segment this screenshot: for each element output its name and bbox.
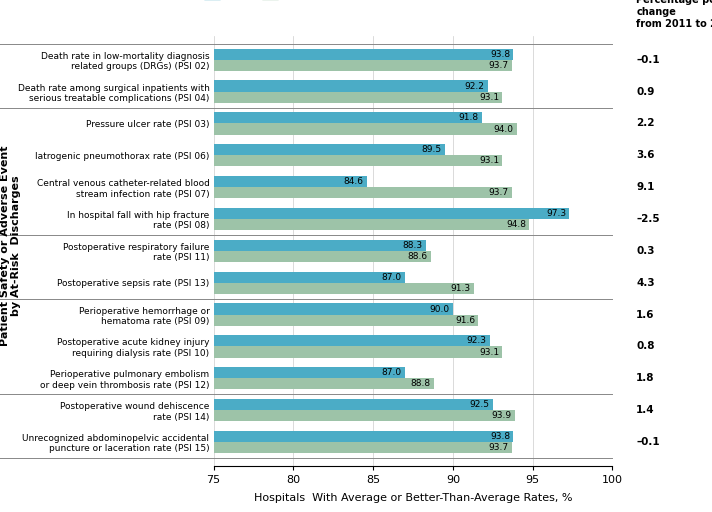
Text: 87.0: 87.0	[382, 368, 402, 377]
Bar	[214, 271, 405, 283]
Text: 93.9: 93.9	[492, 411, 512, 420]
Bar	[214, 410, 515, 421]
Text: 93.1: 93.1	[479, 93, 499, 102]
Text: 91.6: 91.6	[455, 316, 475, 325]
Bar	[214, 187, 512, 198]
Bar	[214, 123, 517, 135]
Text: 94.0: 94.0	[493, 124, 513, 134]
Bar	[214, 431, 513, 442]
Text: 92.3: 92.3	[466, 336, 486, 346]
Text: 92.5: 92.5	[469, 400, 490, 409]
Text: 84.6: 84.6	[343, 177, 364, 186]
Text: 88.8: 88.8	[410, 379, 431, 389]
Bar	[214, 283, 473, 294]
Text: Percentage point
change
from 2011 to 2014: Percentage point change from 2011 to 201…	[637, 0, 712, 29]
Text: 4.3: 4.3	[637, 278, 655, 288]
Text: Patient Safety or Adverse Event
by At-Risk  Discharges: Patient Safety or Adverse Event by At-Ri…	[0, 145, 21, 346]
Bar	[214, 304, 453, 314]
Text: 93.1: 93.1	[479, 156, 499, 165]
Text: 93.7: 93.7	[488, 443, 508, 452]
Text: 97.3: 97.3	[546, 209, 566, 218]
Bar	[214, 314, 478, 326]
Text: –0.1: –0.1	[637, 437, 660, 447]
Text: 91.8: 91.8	[459, 113, 478, 122]
Bar	[214, 442, 512, 453]
Bar	[214, 399, 493, 410]
Text: 3.6: 3.6	[637, 151, 655, 160]
Text: 90.0: 90.0	[429, 305, 450, 313]
Bar	[214, 60, 512, 71]
Bar	[214, 208, 570, 219]
Bar	[214, 92, 502, 103]
Bar	[214, 155, 502, 166]
Legend: 2011, 2014: 2011, 2014	[199, 0, 315, 5]
X-axis label: Hospitals  With Average or Better-Than-Average Rates, %: Hospitals With Average or Better-Than-Av…	[253, 493, 572, 503]
Text: 1.4: 1.4	[637, 405, 655, 415]
Text: 87.0: 87.0	[382, 273, 402, 282]
Bar	[214, 49, 513, 60]
Text: 0.8: 0.8	[637, 342, 655, 351]
Text: 92.2: 92.2	[465, 81, 485, 91]
Text: 0.9: 0.9	[637, 87, 654, 97]
Bar	[214, 144, 445, 155]
Text: 93.1: 93.1	[479, 348, 499, 356]
Text: 88.6: 88.6	[407, 252, 427, 261]
Text: 0.3: 0.3	[637, 246, 655, 256]
Text: 93.8: 93.8	[490, 432, 511, 441]
Text: 93.7: 93.7	[488, 61, 508, 70]
Bar	[214, 80, 488, 92]
Bar	[214, 176, 367, 187]
Bar	[214, 335, 490, 347]
Bar	[214, 240, 426, 251]
Bar	[214, 378, 434, 390]
Text: 94.8: 94.8	[506, 220, 526, 229]
Bar	[214, 112, 481, 123]
Text: 88.3: 88.3	[402, 241, 422, 250]
Text: –2.5: –2.5	[637, 214, 660, 224]
Bar	[214, 219, 530, 230]
Bar	[214, 347, 502, 357]
Text: 91.3: 91.3	[450, 284, 471, 293]
Text: 93.8: 93.8	[490, 50, 511, 59]
Text: 93.7: 93.7	[488, 188, 508, 197]
Text: 1.8: 1.8	[637, 373, 655, 383]
Bar	[214, 251, 431, 262]
Bar	[214, 367, 405, 378]
Text: –0.1: –0.1	[637, 55, 660, 65]
Text: 2.2: 2.2	[637, 118, 655, 129]
Text: 1.6: 1.6	[637, 310, 655, 319]
Text: 9.1: 9.1	[637, 182, 654, 192]
Text: 89.5: 89.5	[422, 145, 441, 154]
